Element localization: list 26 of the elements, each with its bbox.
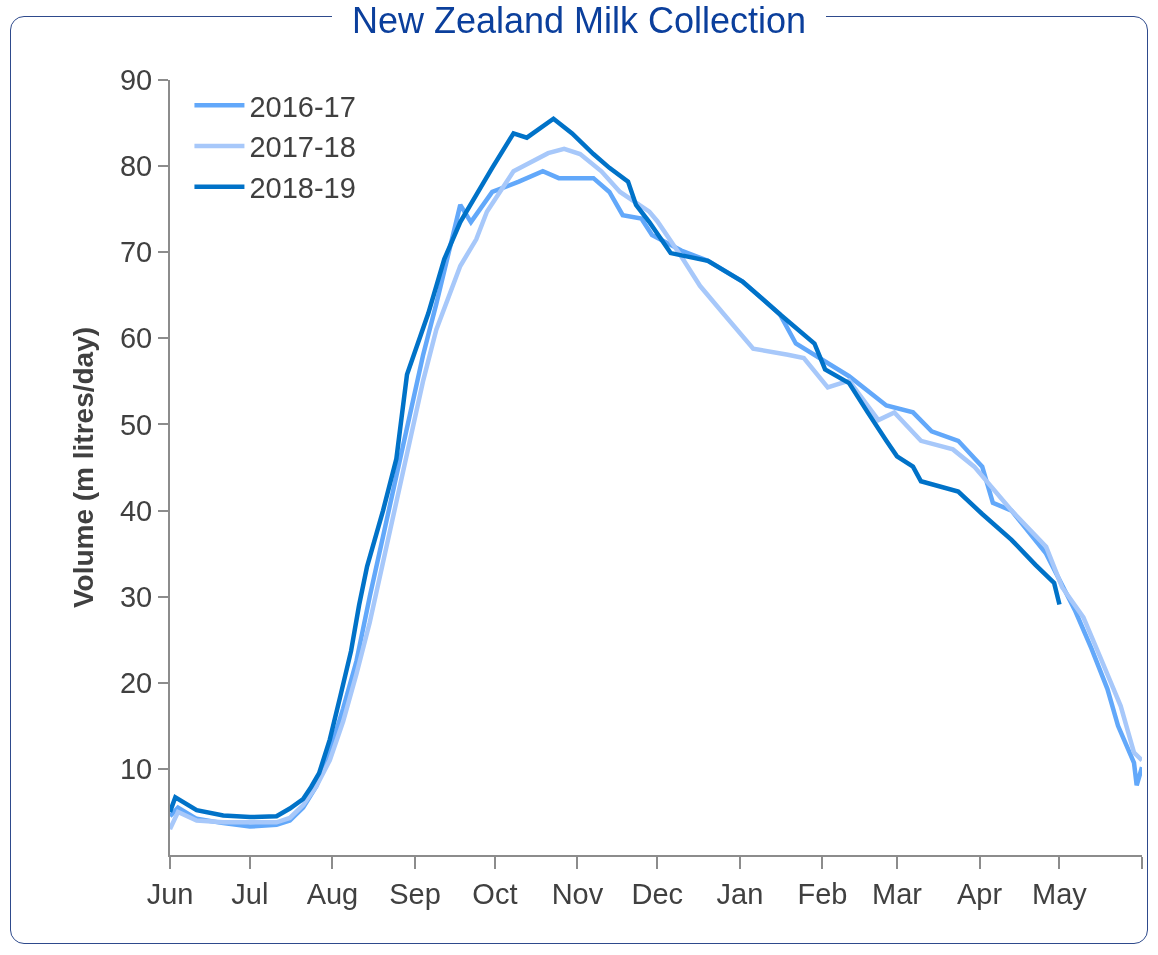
x-tick-label: May — [1032, 877, 1088, 910]
y-tick-label: 30 — [119, 580, 153, 613]
x-tick-label: Jun — [146, 877, 194, 910]
y-tick-label: 90 — [119, 64, 153, 97]
x-tick-label: Nov — [551, 877, 604, 910]
x-tick-label: Dec — [631, 877, 684, 910]
y-tick-label: 20 — [119, 666, 153, 699]
x-tick-label: Feb — [797, 877, 848, 910]
y-tick-label: 10 — [119, 753, 153, 786]
y-tick-label: 80 — [119, 150, 153, 183]
x-tick-label: Jan — [716, 877, 764, 910]
legend-label: 2018-19 — [249, 172, 356, 205]
legend-label: 2017-18 — [249, 131, 356, 164]
x-tick-label: Apr — [956, 877, 1003, 910]
y-tick-label: 60 — [119, 322, 153, 355]
x-tick-label: Aug — [306, 877, 359, 910]
legend-label: 2016-17 — [249, 90, 356, 123]
y-tick-label: 50 — [119, 408, 153, 441]
y-tick-label: 70 — [119, 236, 153, 269]
y-tick-label: 40 — [119, 494, 153, 527]
x-tick-label: Mar — [872, 877, 923, 910]
y-axis-title: Volume (m litres/day) — [68, 326, 100, 609]
chart-title: New Zealand Milk Collection — [331, 0, 827, 41]
x-tick-label: Oct — [472, 877, 518, 910]
x-tick-label: Sep — [389, 877, 441, 910]
x-tick-label: Jul — [231, 877, 269, 910]
